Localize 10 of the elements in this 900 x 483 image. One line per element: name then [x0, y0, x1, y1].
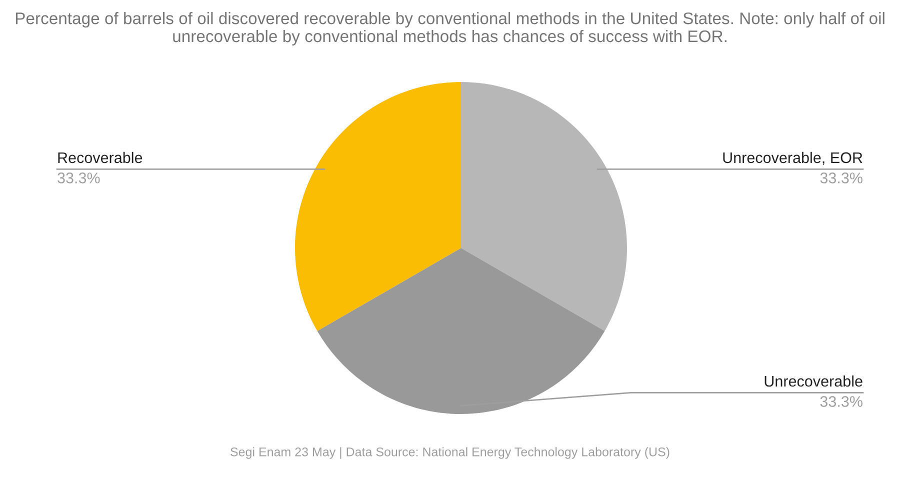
- data-label: 33.3%: [58, 172, 100, 184]
- pie-slice: [295, 82, 461, 331]
- chart-title: Percentage of barrels of oil discovered recoverable by conventional methods in the United States. Note: only half of oil unrecoverable by conventional methods has chances of success with EOR.: [16, 12, 884, 46]
- data-label: 33.3%: [820, 172, 862, 184]
- slice-label: Unrecoverable, EOR: [723, 152, 862, 165]
- text: Segi Enam 23 May | Data Source: National Energy Technology Laboratory (US): [230, 447, 670, 459]
- slice-label: Unrecoverable: [764, 375, 862, 387]
- pie-slice: [461, 82, 627, 331]
- data-label: 33.3%: [820, 396, 862, 407]
- slice-label: Recoverable: [58, 152, 142, 164]
